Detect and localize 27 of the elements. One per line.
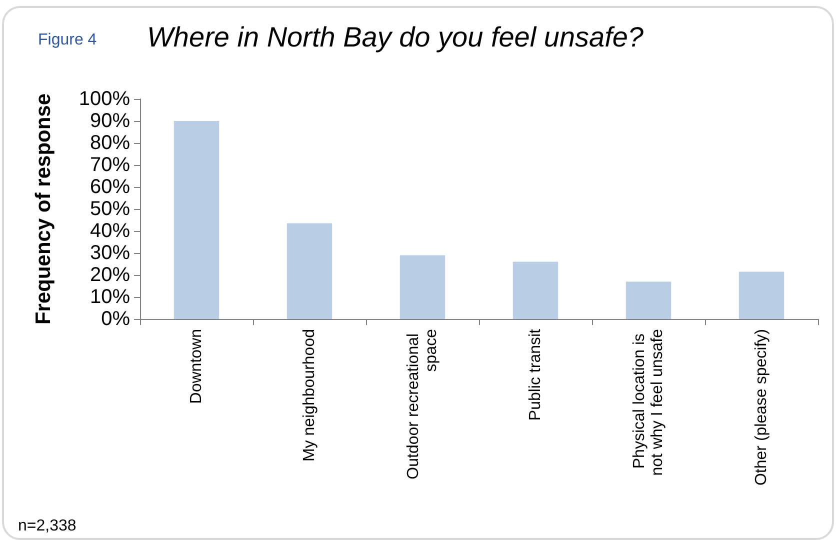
y-tick-label: 90% [90, 110, 130, 132]
chart-title: Where in North Bay do you feel unsafe? [147, 22, 644, 52]
y-tick-label: 70% [90, 154, 130, 176]
x-tick-label: Outdoor recreational space [405, 328, 440, 480]
y-tick-label: 10% [90, 286, 130, 308]
y-tick-label: 80% [90, 132, 130, 154]
y-axis-title: Frequency of response [32, 93, 55, 325]
text: n=2,338 [18, 518, 76, 534]
bar [174, 121, 220, 319]
y-tick-label: 50% [90, 198, 130, 220]
x-tick-label: Other (please specify) [753, 329, 770, 486]
x-tick-label: Downtown [188, 329, 205, 404]
x-tick-label: Physical location is not why I feel unsafe [631, 328, 666, 476]
chart-subtitle: Figure 4 [38, 32, 97, 48]
bar [400, 255, 446, 319]
bar [512, 262, 558, 319]
y-tick-label: 60% [90, 176, 130, 198]
bar [626, 282, 672, 319]
bar [738, 272, 784, 319]
x-tick-label: My neighbourhood [301, 329, 318, 462]
y-tick-label: 20% [90, 264, 130, 286]
bar [286, 223, 332, 319]
y-tick-label: 0% [101, 308, 130, 330]
y-tick-label: 40% [90, 220, 130, 242]
x-tick-label: Public transit [527, 328, 544, 421]
y-tick-label: 100% [78, 88, 130, 110]
y-tick-label: 30% [90, 242, 130, 264]
